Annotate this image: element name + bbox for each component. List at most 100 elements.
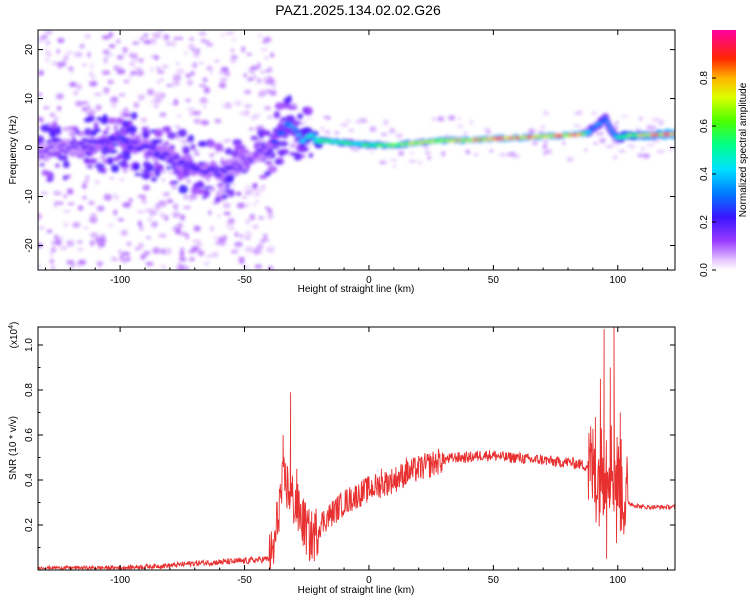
spectrogram-noise [143, 39, 152, 45]
spectrogram-noise [183, 206, 192, 209]
spectrogram-blob [121, 148, 132, 156]
spectrogram-noise [101, 35, 111, 40]
spectrogram-noise [223, 211, 231, 216]
spectrogram-noise [267, 66, 273, 73]
spectrogram-noise [81, 183, 87, 189]
spectrogram-ytick-label: 20 [24, 44, 35, 56]
spectrogram-noise [218, 82, 227, 89]
spectrogram-noise [163, 34, 170, 41]
spectrogram-noise [231, 37, 236, 42]
colorbar-tick-label: 0.6 [699, 119, 710, 133]
spectrogram-ridge [252, 151, 258, 155]
spectrogram-blob [141, 126, 149, 132]
snr-ytick-label: 0.8 [24, 383, 35, 397]
spectrogram-noise [458, 116, 462, 121]
spectrogram-ridge [144, 145, 151, 150]
spectrogram-blob [97, 169, 104, 173]
spectrogram-noise [249, 213, 255, 221]
spectrogram-noise [74, 51, 83, 58]
spectrogram-noise [260, 185, 266, 188]
spectrogram-noise [221, 104, 228, 108]
spectrogram-ridge-halo [183, 154, 192, 163]
spectrogram-noise [40, 191, 49, 195]
spectrogram-noise [140, 254, 146, 260]
spectrogram-noise [185, 73, 192, 78]
spectrogram-blob [101, 167, 107, 174]
spectrogram-ridge-halo [300, 127, 309, 136]
spectrogram-blob [62, 175, 68, 181]
spectrogram-noise [104, 52, 113, 57]
spectrogram-ridge [248, 160, 254, 164]
spectrogram-blob [186, 137, 192, 143]
spectrogram-noise [236, 202, 246, 209]
spectrogram-blob [102, 130, 109, 135]
spectrogram-ridge [72, 145, 79, 149]
spectrogram-noise [161, 65, 169, 68]
colorbar-tick-label: 0.8 [699, 71, 710, 85]
spectrogram-noise [154, 55, 159, 61]
spectrogram-noise [53, 191, 62, 196]
spectrogram-noise [44, 58, 51, 63]
spectrogram-noise [244, 230, 252, 237]
spectrogram-ridge [198, 161, 205, 166]
spectrogram-noise [164, 214, 169, 222]
spectrogram-blob [197, 181, 205, 188]
spectrogram-noise [198, 84, 207, 87]
spectrogram-noise [71, 263, 75, 269]
spectrogram-ridge [102, 146, 109, 150]
spectrogram-noise [103, 56, 108, 64]
spectrogram-noise [244, 185, 251, 190]
spectrogram-noise [169, 40, 177, 47]
spectrogram-noise [176, 68, 185, 75]
spectrogram-noise [65, 51, 74, 54]
spectrogram-blob [116, 117, 124, 125]
spectrogram-noise [382, 119, 390, 126]
spectrogram-noise [217, 236, 221, 242]
spectrogram-blob [235, 191, 242, 196]
spectrogram-noise [83, 226, 89, 230]
spectrogram-noise [84, 34, 91, 39]
spectrogram-blob [107, 156, 113, 164]
spectrogram-blob [203, 189, 211, 197]
spectrogram-noise [409, 152, 415, 155]
spectrogram-blob [46, 177, 54, 182]
spectrogram-blob [265, 161, 273, 165]
spectrogram-blobs [38, 30, 675, 270]
spectrogram-ridge [148, 144, 155, 148]
spectrogram-noise [227, 218, 235, 225]
spectrogram-noise [302, 120, 307, 125]
spectrogram-blob [95, 128, 101, 133]
spectrogram-noise [172, 211, 181, 218]
spectrogram-noise [252, 192, 261, 197]
spectrogram-blob [191, 185, 200, 195]
spectrogram-xtick-label: 50 [488, 275, 500, 286]
spectrogram-noise [115, 38, 121, 45]
spectrogram-noise [140, 201, 148, 205]
spectrogram-ridge [58, 148, 65, 152]
spectrogram-noise [562, 140, 566, 146]
spectrogram-blob [227, 189, 235, 197]
spectrogram-noise [620, 115, 630, 118]
spectrogram-noise [192, 149, 199, 153]
spectrogram-noise [189, 257, 195, 262]
spectrogram-blob [95, 162, 105, 170]
spectrogram-blob [250, 135, 259, 141]
spectrogram-noise [76, 248, 85, 251]
spectrogram-noise [238, 260, 245, 264]
snr-multiplier: (x104) [8, 322, 20, 349]
spectrogram-noise [176, 62, 180, 66]
spectrogram-noise [108, 223, 114, 227]
spectrogram-blob [72, 126, 79, 131]
spectrogram-noise [254, 264, 263, 269]
spectrogram-noise [260, 48, 268, 52]
spectrogram-blob [297, 113, 304, 120]
spectrogram-xtick-label: -50 [237, 275, 252, 286]
spectrogram-noise [250, 65, 258, 71]
snr-ytick-label: 1.0 [24, 338, 35, 352]
chart-title: PAZ1.2025.134.02.02.G26 [275, 2, 441, 18]
spectrogram-noise [175, 228, 182, 235]
spectrogram-noise [192, 239, 202, 244]
spectrogram-noise [175, 125, 181, 129]
spectrogram-noise [228, 183, 235, 187]
